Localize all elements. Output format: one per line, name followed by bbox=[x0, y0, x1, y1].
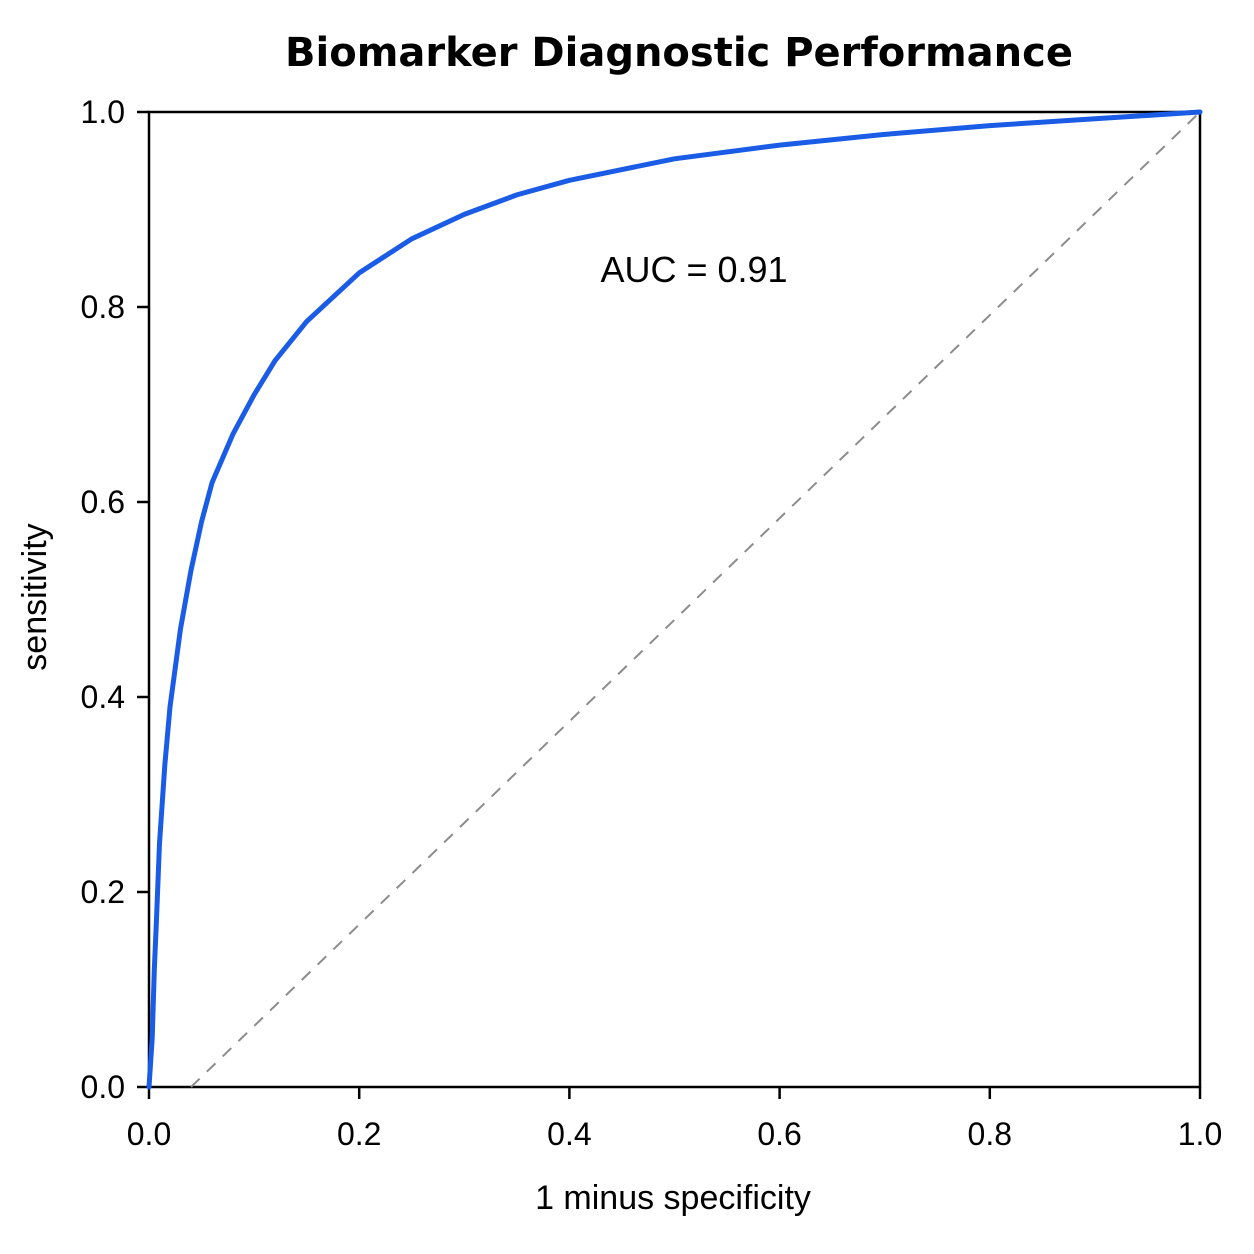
x-tick-label: 1.0 bbox=[1178, 1116, 1222, 1152]
x-tick-label: 0.0 bbox=[127, 1116, 171, 1152]
series-layer bbox=[146, 109, 1203, 1090]
y-axis-label: sensitivity bbox=[16, 523, 54, 670]
y-tick-label: 0.4 bbox=[81, 679, 125, 715]
x-axis-ticks: 0.0 0.2 0.4 0.6 0.8 1.0 bbox=[127, 1087, 1222, 1152]
auc-annotation: AUC = 0.91 bbox=[600, 249, 787, 290]
roc-curve bbox=[146, 109, 1203, 1090]
y-tick-label: 1.0 bbox=[81, 94, 125, 130]
x-tick-label: 0.2 bbox=[337, 1116, 381, 1152]
y-tick-label: 0.6 bbox=[81, 484, 125, 520]
plot-frame bbox=[147, 110, 1202, 1089]
plot-area: 0.0 0.2 0.4 0.6 0.8 1.0 0.0 0.2 0.4 0.6 0.8 1.0 bbox=[81, 94, 1223, 1152]
y-tick-label: 0.8 bbox=[81, 289, 125, 325]
x-tick-label: 0.6 bbox=[757, 1116, 801, 1152]
y-tick-label: 0.0 bbox=[81, 1069, 125, 1105]
x-tick-label: 0.4 bbox=[547, 1116, 591, 1152]
x-axis-label: 1 minus specificity bbox=[535, 1179, 811, 1217]
chart-title: Biomarker Diagnostic Performance bbox=[285, 30, 1073, 76]
y-axis-ticks: 0.0 0.2 0.4 0.6 0.8 1.0 bbox=[81, 94, 149, 1105]
reference-diagonal bbox=[190, 111, 1201, 1088]
x-tick-label: 0.8 bbox=[968, 1116, 1012, 1152]
y-tick-label: 0.2 bbox=[81, 874, 125, 910]
